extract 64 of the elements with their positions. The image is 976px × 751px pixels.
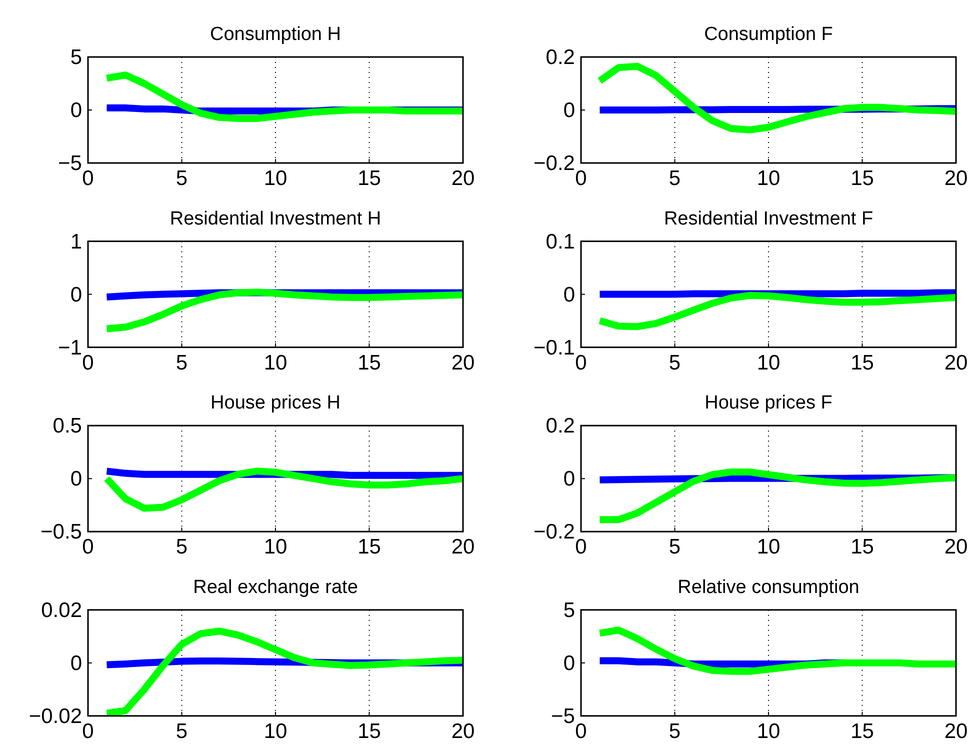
x-tick-label: 5 <box>176 536 188 559</box>
x-tick-label: 20 <box>944 720 968 743</box>
chart-title: House prices H <box>210 392 340 414</box>
y-tick-label: 5 <box>563 598 575 622</box>
x-tick-label: 10 <box>756 351 780 374</box>
y-tick-label: −0.2 <box>534 520 575 544</box>
y-tick-label: 0 <box>70 652 82 675</box>
x-tick-label: 20 <box>944 167 968 190</box>
x-tick-label: 15 <box>850 351 874 374</box>
x-tick-label: 20 <box>944 536 968 559</box>
x-tick-label: 20 <box>451 720 475 743</box>
y-tick-label: −0.1 <box>534 336 575 360</box>
chart-title: Relative consumption <box>678 576 860 598</box>
y-tick-label: −5 <box>58 152 82 175</box>
x-tick-label: 15 <box>358 351 381 374</box>
x-tick-label: 10 <box>264 720 288 743</box>
y-tick-label: −0.02 <box>28 704 82 728</box>
x-tick-label: 10 <box>756 167 780 190</box>
x-tick-label: 10 <box>756 536 780 559</box>
x-tick-label: 5 <box>176 167 188 190</box>
y-tick-label: 0 <box>70 283 82 306</box>
x-tick-label: 20 <box>451 351 475 374</box>
y-tick-label: 0.2 <box>546 46 575 69</box>
x-tick-label: 20 <box>451 167 475 190</box>
chart-title: Consumption F <box>704 24 833 45</box>
y-tick-label: 0.02 <box>41 598 82 622</box>
chart-title: Residential Investment H <box>170 208 382 230</box>
x-tick-label: 5 <box>668 720 681 743</box>
y-tick-label: 0 <box>563 468 575 491</box>
y-tick-label: 0 <box>563 652 575 675</box>
y-tick-label: 0 <box>563 283 575 306</box>
x-tick-label: 10 <box>264 351 288 374</box>
y-tick-label: 0.5 <box>52 414 82 438</box>
y-tick-label: −0.5 <box>40 520 82 544</box>
y-tick-label: −1 <box>58 336 82 360</box>
x-tick-label: 15 <box>358 720 381 743</box>
x-tick-label: 15 <box>850 536 874 559</box>
x-tick-label: 10 <box>264 167 288 190</box>
y-tick-label: −0.2 <box>534 152 575 175</box>
y-tick-label: 0 <box>563 99 575 122</box>
x-tick-label: 15 <box>850 720 874 743</box>
x-tick-label: 5 <box>668 167 681 190</box>
x-tick-label: 5 <box>668 536 681 559</box>
x-tick-label: 15 <box>850 167 874 190</box>
x-tick-label: 5 <box>668 351 681 374</box>
x-tick-label: 5 <box>176 720 188 743</box>
y-tick-label: 0.2 <box>546 414 575 438</box>
x-tick-label: 5 <box>176 351 188 374</box>
y-tick-label: 5 <box>70 46 82 69</box>
x-tick-label: 15 <box>358 167 381 190</box>
y-tick-label: 0 <box>70 468 82 491</box>
y-tick-label: 0 <box>70 99 82 122</box>
chart-title: House prices F <box>704 392 832 414</box>
y-tick-label: 1 <box>70 230 82 254</box>
x-tick-label: 10 <box>756 720 780 743</box>
x-tick-label: 10 <box>264 536 288 559</box>
y-tick-label: −5 <box>551 704 575 728</box>
x-tick-label: 20 <box>944 351 968 374</box>
y-tick-label: 0.1 <box>546 230 575 254</box>
chart-title: Consumption H <box>210 24 341 45</box>
x-tick-label: 20 <box>451 536 475 559</box>
chart-title: Residential Investment F <box>664 208 874 230</box>
x-tick-label: 15 <box>358 536 381 559</box>
chart-title: Real exchange rate <box>193 576 358 598</box>
